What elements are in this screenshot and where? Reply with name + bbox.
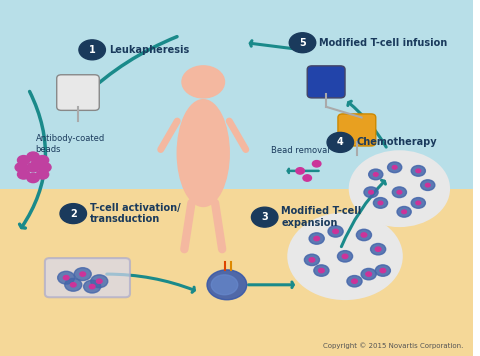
Circle shape xyxy=(361,233,367,237)
Circle shape xyxy=(84,280,101,293)
Circle shape xyxy=(303,175,312,181)
Circle shape xyxy=(350,151,449,226)
Text: Chemotherapy: Chemotherapy xyxy=(357,137,437,147)
Circle shape xyxy=(91,275,108,288)
Circle shape xyxy=(411,198,425,208)
FancyBboxPatch shape xyxy=(307,66,345,98)
Circle shape xyxy=(337,251,353,262)
Circle shape xyxy=(425,183,430,187)
Circle shape xyxy=(327,132,354,152)
Circle shape xyxy=(96,279,102,283)
Text: 2: 2 xyxy=(70,209,77,219)
Circle shape xyxy=(17,156,30,165)
Circle shape xyxy=(27,173,39,183)
Circle shape xyxy=(342,254,348,258)
FancyBboxPatch shape xyxy=(338,114,376,146)
FancyBboxPatch shape xyxy=(0,0,473,189)
Circle shape xyxy=(416,201,420,205)
Circle shape xyxy=(366,272,372,276)
Circle shape xyxy=(312,161,321,167)
Circle shape xyxy=(288,214,402,299)
Circle shape xyxy=(71,283,76,287)
Circle shape xyxy=(60,204,86,224)
Circle shape xyxy=(420,180,435,190)
Circle shape xyxy=(27,152,39,161)
Circle shape xyxy=(309,258,315,262)
Circle shape xyxy=(387,162,402,173)
Circle shape xyxy=(39,163,51,172)
Circle shape xyxy=(416,169,420,173)
Text: Copyright © 2015 Novartis Corporation.: Copyright © 2015 Novartis Corporation. xyxy=(323,342,463,349)
Circle shape xyxy=(252,207,278,227)
Circle shape xyxy=(36,156,48,165)
Circle shape xyxy=(402,210,407,214)
Circle shape xyxy=(27,163,39,172)
Circle shape xyxy=(58,271,75,284)
Circle shape xyxy=(380,268,386,273)
Circle shape xyxy=(17,170,30,179)
Circle shape xyxy=(211,275,238,295)
FancyBboxPatch shape xyxy=(57,75,99,110)
Circle shape xyxy=(314,236,320,241)
Circle shape xyxy=(392,166,397,169)
Circle shape xyxy=(304,254,320,266)
Circle shape xyxy=(371,244,386,255)
Text: 4: 4 xyxy=(337,137,344,147)
Circle shape xyxy=(314,265,329,276)
Circle shape xyxy=(369,169,383,180)
Text: 3: 3 xyxy=(261,212,268,222)
Text: 5: 5 xyxy=(299,38,306,48)
Circle shape xyxy=(397,190,402,194)
Circle shape xyxy=(333,229,338,234)
Text: Antibody-coated
beads: Antibody-coated beads xyxy=(36,135,105,154)
Circle shape xyxy=(328,226,343,237)
Circle shape xyxy=(356,229,372,241)
Text: Leukapheresis: Leukapheresis xyxy=(108,45,189,55)
Circle shape xyxy=(369,190,373,194)
Circle shape xyxy=(89,284,95,289)
Circle shape xyxy=(319,268,324,273)
Circle shape xyxy=(411,166,425,176)
Circle shape xyxy=(375,247,381,251)
Circle shape xyxy=(392,187,407,198)
FancyBboxPatch shape xyxy=(45,258,130,297)
Circle shape xyxy=(378,201,383,205)
Circle shape xyxy=(79,40,106,60)
Circle shape xyxy=(309,233,324,244)
Circle shape xyxy=(289,33,316,53)
Circle shape xyxy=(375,265,390,276)
Text: Modified T-cell
expansion: Modified T-cell expansion xyxy=(281,206,361,228)
Circle shape xyxy=(74,268,91,281)
Circle shape xyxy=(182,66,225,98)
Circle shape xyxy=(352,279,357,283)
Circle shape xyxy=(296,168,304,174)
Circle shape xyxy=(207,270,247,300)
Text: Modified T-cell infusion: Modified T-cell infusion xyxy=(319,38,447,48)
Circle shape xyxy=(373,173,378,176)
Circle shape xyxy=(397,206,411,217)
Circle shape xyxy=(373,198,387,208)
Text: Bead removal: Bead removal xyxy=(271,146,329,155)
Ellipse shape xyxy=(177,100,229,206)
Circle shape xyxy=(36,170,48,179)
Text: T-cell activation/
transduction: T-cell activation/ transduction xyxy=(90,203,180,224)
Circle shape xyxy=(15,163,27,172)
Circle shape xyxy=(80,272,85,276)
Text: 1: 1 xyxy=(89,45,96,55)
FancyBboxPatch shape xyxy=(0,189,473,356)
Circle shape xyxy=(63,276,69,280)
Circle shape xyxy=(361,268,376,280)
Circle shape xyxy=(347,276,362,287)
Circle shape xyxy=(65,278,82,291)
Circle shape xyxy=(364,187,378,198)
Circle shape xyxy=(32,159,44,168)
